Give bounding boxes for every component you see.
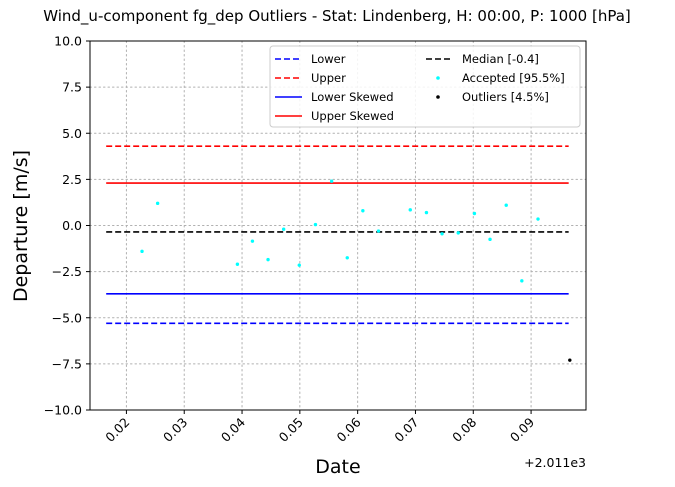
legend-item: Outliers [4.5%] xyxy=(436,90,549,104)
y-tick-label: 0.0 xyxy=(62,218,82,233)
x-axis-offset-label: +2.011e3 xyxy=(524,455,586,470)
legend: Lower Upper Lower Skewed Upper Skewed Median… xyxy=(269,45,581,128)
legend-marker-swatch xyxy=(436,76,440,80)
data-point xyxy=(504,203,508,207)
legend-item: Upper Skewed xyxy=(275,109,394,123)
y-tick-label: 7.5 xyxy=(62,80,82,95)
data-point xyxy=(376,229,381,233)
x-tick-label: 0.05 xyxy=(276,415,306,445)
data-point xyxy=(408,208,412,212)
y-tick-label: −7.5 xyxy=(52,356,82,371)
y-tick-label: 10.0 xyxy=(54,34,82,49)
data-point xyxy=(250,239,255,243)
x-tick-label: 0.04 xyxy=(218,414,248,444)
y-tick-label: −5.0 xyxy=(52,310,82,325)
data-point xyxy=(329,179,334,183)
data-point xyxy=(568,358,572,362)
legend-box xyxy=(269,45,581,128)
y-tick-label: 2.5 xyxy=(62,172,82,187)
legend-item: Lower xyxy=(275,52,346,66)
legend-label: Upper Skewed xyxy=(311,109,394,123)
legend-item: Lower Skewed xyxy=(275,90,394,104)
data-point xyxy=(235,262,240,266)
y-axis-ticks: −10.0 −7.5 −5.0 −2.5 0.0 2.5 5.0 7.5 10.0 xyxy=(44,34,90,418)
legend-label: Median [-0.4] xyxy=(462,52,539,66)
data-point xyxy=(424,210,429,215)
legend-label: Outliers [4.5%] xyxy=(462,90,549,104)
data-point xyxy=(456,231,460,235)
x-tick-label: 0.06 xyxy=(333,414,363,444)
legend-label: Upper xyxy=(311,71,346,85)
data-point xyxy=(313,222,318,227)
data-point xyxy=(297,263,301,267)
x-axis-label: Date xyxy=(315,456,360,478)
chart-title: Wind_u-component fg_dep Outliers - Stat:… xyxy=(43,7,631,26)
data-point xyxy=(488,237,492,242)
legend-item: Upper xyxy=(275,71,346,85)
data-point xyxy=(155,201,160,206)
x-tick-label: 0.09 xyxy=(507,414,537,444)
data-point xyxy=(361,209,365,213)
legend-item: Median [-0.4] xyxy=(426,52,539,66)
legend-label: Accepted [95.5%] xyxy=(462,71,565,85)
legend-label: Lower Skewed xyxy=(311,90,394,104)
y-tick-label: 5.0 xyxy=(62,126,82,141)
data-point xyxy=(266,257,270,262)
data-point xyxy=(281,227,286,231)
data-point xyxy=(520,279,524,283)
legend-marker-swatch xyxy=(436,95,440,99)
data-point xyxy=(440,232,444,236)
data-point xyxy=(345,256,349,260)
x-tick-label: 0.02 xyxy=(102,415,132,445)
data-point xyxy=(536,217,540,221)
y-axis-label: Departure [m/s] xyxy=(10,150,32,302)
y-tick-label: −2.5 xyxy=(52,264,82,279)
y-tick-label: −10.0 xyxy=(44,403,82,418)
legend-label: Lower xyxy=(311,52,346,66)
legend-item: Accepted [95.5%] xyxy=(436,71,565,85)
x-axis-ticks: 0.02 0.03 0.04 0.05 0.06 0.07 0.08 0.09 xyxy=(102,410,537,445)
data-point xyxy=(472,211,477,216)
x-tick-label: 0.08 xyxy=(449,414,479,444)
x-tick-label: 0.07 xyxy=(391,415,421,445)
data-point xyxy=(140,249,144,254)
data-points xyxy=(140,179,572,362)
reference-lines xyxy=(106,145,569,325)
x-tick-label: 0.03 xyxy=(160,415,190,445)
